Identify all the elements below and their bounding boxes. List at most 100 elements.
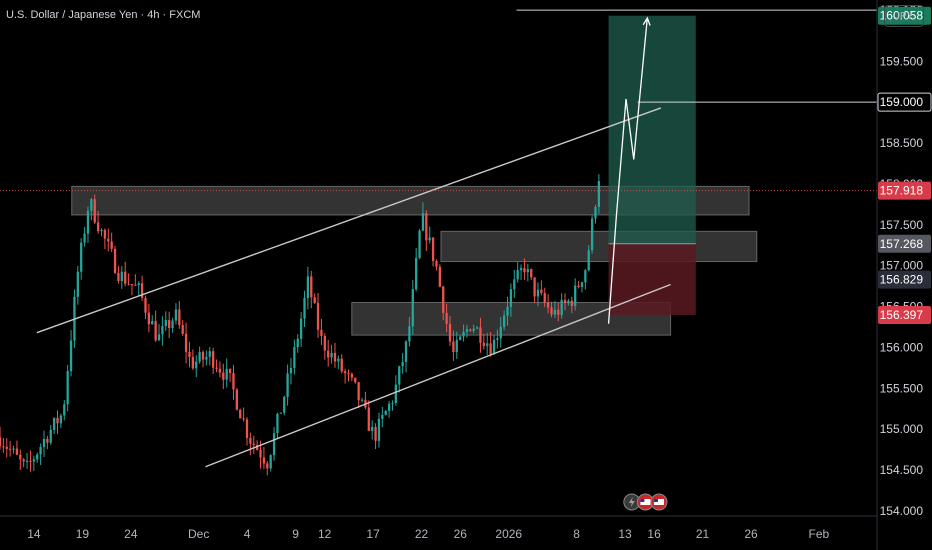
candle-body — [157, 334, 161, 341]
candle-body — [371, 426, 374, 431]
candle-body — [201, 352, 205, 360]
candle-body — [415, 257, 418, 290]
candle-body — [509, 289, 513, 307]
candle-body — [536, 289, 540, 297]
candle-body — [9, 448, 12, 450]
candle-body — [496, 338, 499, 340]
candle-body — [465, 329, 469, 333]
candle-body — [597, 181, 601, 208]
x-tick-label: 9 — [292, 527, 299, 541]
x-tick-label: 13 — [618, 527, 632, 541]
candle-body — [374, 426, 377, 441]
candles-group — [0, 174, 601, 476]
candle-body — [550, 307, 553, 315]
candle-body — [513, 279, 516, 290]
candle-body — [327, 350, 330, 358]
candle-body — [469, 329, 472, 331]
candle-body — [486, 343, 489, 346]
candle-body — [560, 299, 563, 315]
candle-body — [482, 342, 485, 346]
candle-body — [215, 367, 218, 369]
candle-body — [425, 213, 428, 241]
candle-body — [489, 343, 492, 355]
candle-body — [293, 347, 296, 368]
price-badge — [878, 270, 931, 289]
candle-body — [442, 286, 445, 313]
candle-body — [191, 356, 195, 369]
channel-upper-line[interactable] — [36, 107, 662, 334]
candle-body — [110, 241, 113, 249]
candle-body — [22, 459, 25, 462]
candle-body — [42, 438, 46, 447]
candle-body — [391, 402, 394, 404]
candle-body — [540, 289, 543, 293]
candle-body — [459, 336, 462, 340]
candle-body — [306, 276, 310, 298]
candle-body — [567, 300, 570, 304]
candle-body — [195, 361, 198, 369]
candle-body — [475, 327, 479, 329]
y-tick-label: 159.500 — [880, 54, 924, 68]
candle-body — [134, 284, 137, 286]
candle-body — [174, 309, 178, 321]
candle-body — [262, 457, 266, 464]
candle-body — [286, 373, 289, 397]
candle-body — [107, 238, 110, 242]
candle-body — [435, 261, 438, 267]
price-labels: 160.058 159.000 157.918 157.268 156.829 156.3… — [877, 6, 932, 324]
candle-body — [252, 443, 255, 446]
y-tick-label: 157.000 — [880, 259, 924, 273]
candle-body — [316, 303, 320, 330]
candle-body — [377, 418, 381, 441]
candle-body — [580, 282, 584, 287]
candle-body — [117, 272, 120, 282]
flag-stripe — [653, 499, 664, 505]
candle-body — [100, 229, 103, 232]
candle-body — [323, 335, 326, 351]
channel-lower-line[interactable] — [205, 283, 671, 468]
x-tick-label: Dec — [188, 527, 209, 541]
flag-stripe — [640, 499, 651, 505]
candle-body — [381, 414, 384, 419]
projection-path[interactable] — [607, 17, 648, 324]
candle-body — [320, 329, 323, 336]
x-tick-label: 8 — [573, 527, 580, 541]
candle-body — [137, 283, 140, 286]
candle-body — [36, 454, 39, 460]
candle-body — [299, 318, 303, 339]
candle-body — [411, 289, 414, 327]
candle-body — [448, 323, 452, 342]
candle-body — [198, 352, 201, 362]
candle-body — [212, 351, 215, 368]
candle-body — [337, 358, 340, 362]
candle-body — [242, 418, 245, 420]
candle-body — [367, 407, 370, 431]
candle-body — [164, 320, 167, 327]
candle-body — [296, 338, 299, 348]
x-tick-label: 21 — [696, 527, 710, 541]
candle-body — [563, 299, 567, 304]
candle-body — [93, 199, 96, 223]
candle-body — [272, 433, 276, 456]
price-badge — [878, 6, 931, 25]
candle-body — [587, 250, 590, 271]
candle-body — [462, 332, 465, 337]
price-badge — [878, 305, 931, 324]
currency-button[interactable]: JPY — [884, 5, 924, 27]
candle-body — [2, 446, 5, 448]
candle-body — [418, 230, 421, 258]
candle-body — [205, 356, 208, 360]
candle-body — [354, 377, 357, 383]
candle-body — [445, 312, 448, 324]
candle-body — [188, 351, 191, 357]
resistance-zone[interactable] — [440, 230, 758, 263]
take-profit-zone[interactable] — [608, 15, 696, 244]
candle-body — [276, 413, 279, 434]
candle-body — [181, 324, 184, 334]
candle-body — [394, 384, 398, 403]
candle-body — [232, 373, 235, 390]
candle-body — [553, 309, 557, 315]
candle-body — [408, 326, 411, 342]
candle-body — [347, 373, 350, 375]
